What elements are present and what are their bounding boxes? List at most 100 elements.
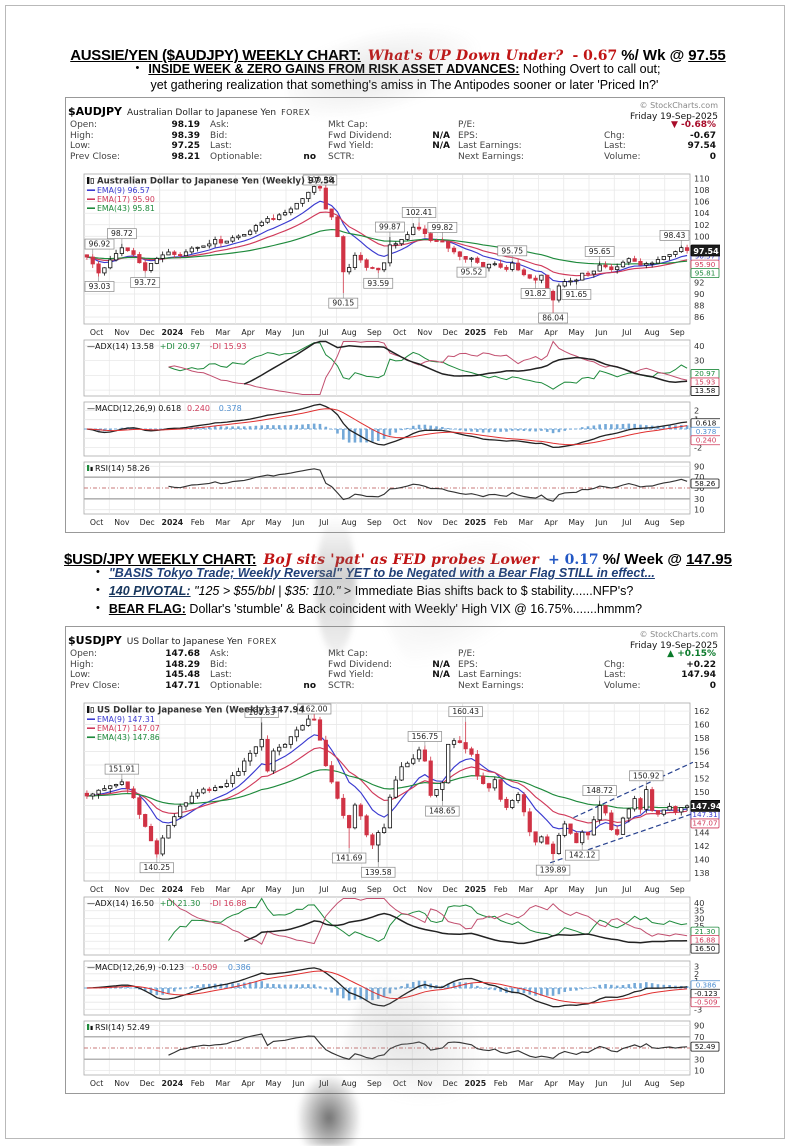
svg-text:-0.123: -0.123 xyxy=(694,989,717,998)
svg-text:140.25: 140.25 xyxy=(144,863,171,872)
quote-row: EPS: xyxy=(458,130,478,141)
audjpy-title: AUSSIE/YEN ($AUDJPY) WEEKLY CHART: xyxy=(70,47,361,65)
pct-change: ▲ +0.15% xyxy=(667,649,716,659)
svg-text:110: 110 xyxy=(694,174,710,184)
svg-text:90: 90 xyxy=(694,289,704,299)
bullet-text: BEAR FLAG: Dollar's 'stumble' & Back coi… xyxy=(108,602,643,616)
svg-text:Nov: Nov xyxy=(417,885,433,894)
svg-text:-0.509: -0.509 xyxy=(192,963,218,972)
usdjpy-suffix: %/ Week @ xyxy=(602,551,683,569)
chart-source: © StockCharts.com xyxy=(639,101,718,110)
svg-text:May: May xyxy=(265,885,282,894)
svg-text:Feb: Feb xyxy=(191,885,205,894)
bullet-marker: • xyxy=(96,602,100,614)
svg-text:95.65: 95.65 xyxy=(589,247,611,256)
chart-symbol: $AUDJPY xyxy=(68,105,123,118)
svg-text:Jun: Jun xyxy=(292,885,305,894)
svg-text:2: 2 xyxy=(694,969,699,979)
svg-text:May: May xyxy=(568,518,585,527)
svg-text:Dec: Dec xyxy=(443,518,458,527)
svg-text:Aug: Aug xyxy=(645,518,660,527)
svg-text:140: 140 xyxy=(694,854,710,864)
svg-text:—MACD(12,26,9) -0.123: —MACD(12,26,9) -0.123 xyxy=(87,963,184,972)
quote-row: Prev Close: 98.21 xyxy=(70,151,200,162)
svg-text:EMA(17) 147.07: EMA(17) 147.07 xyxy=(97,724,160,733)
svg-text:2024: 2024 xyxy=(162,328,184,337)
svg-text:—MACD(12,26,9) 0.618: —MACD(12,26,9) 0.618 xyxy=(87,404,181,413)
svg-text:Feb: Feb xyxy=(494,1079,508,1088)
svg-text:Jun: Jun xyxy=(292,328,305,337)
svg-text:10: 10 xyxy=(694,1066,704,1076)
svg-text:Aug: Aug xyxy=(645,328,660,337)
svg-text:EMA(43) 95.81: EMA(43) 95.81 xyxy=(97,204,155,213)
quote-row: Mkt Cap: xyxy=(328,649,368,659)
svg-text:+DI 21.30: +DI 21.30 xyxy=(160,899,201,908)
quote-row: EPS: xyxy=(458,659,478,670)
svg-text:70: 70 xyxy=(694,472,704,482)
svg-text:Jul: Jul xyxy=(621,1079,631,1088)
svg-text:92: 92 xyxy=(694,277,704,287)
svg-text:95.75: 95.75 xyxy=(501,246,523,255)
quote-row: Bid: xyxy=(210,659,228,670)
svg-text:93.03: 93.03 xyxy=(89,282,111,291)
svg-text:Jul: Jul xyxy=(318,518,328,527)
svg-text:142: 142 xyxy=(694,841,710,851)
svg-text:Nov: Nov xyxy=(417,328,433,337)
quote-row: Optionable: no xyxy=(210,680,316,691)
svg-text:Dec: Dec xyxy=(443,885,458,894)
svg-text:95.81: 95.81 xyxy=(695,268,716,277)
bullet-marker: • xyxy=(135,62,140,74)
chart-name: US Dollar to Japanese Yen xyxy=(126,637,243,647)
quote-row: Next Earnings: xyxy=(458,151,524,162)
svg-text:154: 154 xyxy=(694,760,710,770)
svg-text:160.33: 160.33 xyxy=(248,708,275,717)
quote-row: SCTR: xyxy=(328,680,355,691)
svg-text:Sep: Sep xyxy=(670,518,685,527)
svg-text:10: 10 xyxy=(694,505,704,515)
svg-text:0.240: 0.240 xyxy=(696,436,717,445)
svg-text:58.26: 58.26 xyxy=(695,479,716,488)
bullet-item: • INSIDE WEEK & ZERO GAINS FROM RISK ASSE… xyxy=(64,61,732,93)
svg-text:Mar: Mar xyxy=(519,1079,535,1088)
svg-text:-3: -3 xyxy=(694,1004,702,1014)
quote-row: SCTR: xyxy=(328,151,355,162)
svg-text:Australian Dollar to Japanese: Australian Dollar to Japanese Yen (Weekl… xyxy=(97,177,335,187)
svg-text:May: May xyxy=(568,885,585,894)
svg-text:150: 150 xyxy=(694,787,710,797)
svg-text:98.72: 98.72 xyxy=(111,229,133,238)
svg-text:Mar: Mar xyxy=(519,518,535,527)
quote-row: Prev Close: 147.71 xyxy=(70,680,200,691)
quote-row: High: 148.29 xyxy=(70,659,200,670)
chart-source: © StockCharts.com xyxy=(639,630,718,639)
svg-text:25: 25 xyxy=(694,921,704,931)
svg-text:Feb: Feb xyxy=(494,328,508,337)
svg-text:90: 90 xyxy=(694,1021,704,1031)
svg-text:Dec: Dec xyxy=(140,518,155,527)
quote-row: Bid: xyxy=(210,130,228,141)
svg-text:Sep: Sep xyxy=(367,885,382,894)
svg-text:40: 40 xyxy=(694,898,704,908)
svg-text:Apr: Apr xyxy=(544,328,558,337)
svg-text:156.75: 156.75 xyxy=(412,732,439,741)
svg-text:16.50: 16.50 xyxy=(695,944,716,953)
quote-row: ▼ -0.68% xyxy=(604,120,716,131)
svg-text:2025: 2025 xyxy=(465,1079,487,1088)
svg-text:Aug: Aug xyxy=(342,518,357,527)
svg-text:152: 152 xyxy=(694,774,710,784)
quote-row: P/E: xyxy=(458,649,476,659)
chart-date: Friday 19-Sep-2025 xyxy=(630,112,718,122)
page-border xyxy=(5,5,785,1139)
svg-text:May: May xyxy=(568,328,585,337)
chart-header: $USDJPY US Dollar to Japanese Yen FOREX © S… xyxy=(68,629,724,691)
svg-text:104: 104 xyxy=(694,208,710,218)
svg-text:0.386: 0.386 xyxy=(696,981,717,990)
quote-row: Fwd Dividend: N/A xyxy=(328,659,450,670)
quote-row: Last: 147.94 xyxy=(604,670,716,680)
bullet-item: • 140 PIVOTAL: "125 > $55/bbl | $35: 110.… xyxy=(64,583,732,599)
audjpy-change: - 0.67 xyxy=(572,48,618,65)
svg-text:Dec: Dec xyxy=(443,1079,458,1088)
svg-text:144: 144 xyxy=(694,827,710,837)
svg-text:0.378: 0.378 xyxy=(696,427,717,436)
quote-row: Low: 97.25 xyxy=(70,141,200,151)
